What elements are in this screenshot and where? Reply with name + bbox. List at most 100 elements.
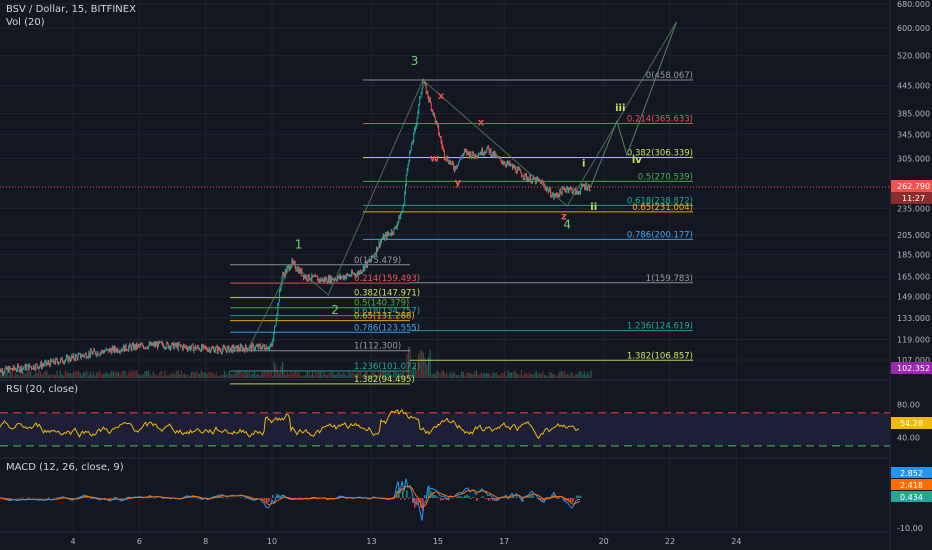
volume-bar xyxy=(323,371,325,378)
price-tick-label: 235.000 xyxy=(897,205,930,214)
rsi-line xyxy=(0,408,580,440)
volume-bar xyxy=(316,372,318,378)
volume-bar xyxy=(480,372,483,378)
volume-bar xyxy=(381,371,383,378)
volume-bar xyxy=(393,370,395,378)
macd-hist-bar xyxy=(22,497,24,498)
volume-bar xyxy=(255,374,257,378)
volume-bar xyxy=(29,371,32,378)
volume-bar xyxy=(232,374,234,378)
countdown-badge-bg xyxy=(891,192,932,204)
volume-bar xyxy=(406,353,408,378)
macd-hist-bar xyxy=(240,497,242,498)
volume-bar xyxy=(46,371,48,378)
volume-bar xyxy=(580,371,582,378)
wave-label: w xyxy=(430,154,439,165)
price-series[interactable] xyxy=(0,78,591,376)
macd-hist-bar xyxy=(264,498,266,501)
volume-bar xyxy=(189,375,191,378)
rsi-label[interactable]: RSI (20, close) xyxy=(6,384,78,395)
wave-labels: 12345iiiiiiivxxwyz xyxy=(295,0,684,317)
volume-bar xyxy=(131,371,133,378)
volume-bar xyxy=(495,372,498,378)
volume-bar xyxy=(558,372,561,378)
volume-bar xyxy=(499,374,501,378)
volume-bar xyxy=(568,375,571,378)
volume-bar xyxy=(33,374,35,378)
volume-bar xyxy=(313,374,315,378)
macd-hist-bar xyxy=(252,498,254,500)
volume-bar xyxy=(500,372,503,378)
volume-bar xyxy=(119,374,121,378)
volume-bar xyxy=(354,374,357,378)
volume-bar xyxy=(185,375,187,378)
macd-hist-bar xyxy=(568,498,570,501)
volume-bar xyxy=(515,373,517,378)
macd-hist-bar xyxy=(512,495,514,498)
volume-bar xyxy=(101,374,103,378)
signal-value-badge: 2.418 xyxy=(900,481,923,490)
volume-bar xyxy=(363,373,365,378)
volume-bar xyxy=(268,371,270,378)
volume-bar xyxy=(426,364,428,378)
fib-level-label: 0.618(238.872) xyxy=(627,196,693,206)
volume-bar xyxy=(391,375,393,378)
macd-label[interactable]: MACD (12, 26, close, 9) xyxy=(6,462,124,473)
volume-bar xyxy=(419,350,421,378)
volume-bar xyxy=(31,375,33,378)
volume-bar xyxy=(174,373,176,378)
volume-bar xyxy=(169,373,171,378)
macd-hist-bar xyxy=(482,496,484,498)
fib-level-label: 0.786(200.177) xyxy=(627,230,693,240)
volume-bar xyxy=(124,371,126,378)
macd-hist-bar xyxy=(226,498,228,499)
price-tick-label: 445.000 xyxy=(897,82,930,91)
volume-bar xyxy=(54,374,56,378)
volume-bar xyxy=(142,374,144,378)
volume-bar xyxy=(9,371,12,378)
volume-bar xyxy=(333,373,335,378)
volume-bar xyxy=(396,371,398,378)
volume-label[interactable]: Vol (20) xyxy=(6,17,45,28)
volume-bar xyxy=(160,370,163,378)
macd-hist-bar xyxy=(398,487,400,498)
volume-bar xyxy=(466,373,468,378)
macd-hist-bar xyxy=(220,496,222,498)
macd-hist-bar xyxy=(410,497,412,498)
volume-bar xyxy=(530,374,532,378)
macd-hist-bar xyxy=(430,491,432,498)
symbol-title[interactable]: BSV / Dollar, 15, BITFINEX xyxy=(6,4,136,15)
wave-path xyxy=(248,21,678,349)
macd-hist-bar xyxy=(466,494,468,498)
volume-bar xyxy=(296,373,299,378)
volume-bar xyxy=(215,371,217,378)
volume-bar xyxy=(122,370,124,378)
volume-bar xyxy=(444,373,446,378)
macd-hist-bar xyxy=(538,498,540,501)
volume-bar xyxy=(94,375,96,378)
fib-level-label: 1.382(94.495) xyxy=(354,375,415,385)
fib-level-label: 0.382(147.971) xyxy=(354,289,420,299)
volume-bar xyxy=(84,371,86,378)
volume-bar xyxy=(509,372,511,378)
price-axis[interactable]: 680.000 600.000 520.000 445.000 385.000 345.0… xyxy=(897,0,930,365)
macd-hist-bar xyxy=(86,496,88,498)
volume-bar xyxy=(303,375,305,378)
macd-hist-bar xyxy=(416,498,418,506)
volume-bar xyxy=(404,375,406,378)
volume-bar xyxy=(114,370,116,378)
volume-bar xyxy=(204,372,206,378)
volume-bar xyxy=(485,373,488,378)
macd-hist-bar xyxy=(516,496,518,498)
macd-hist-bar xyxy=(38,498,40,499)
volume-bar xyxy=(291,373,294,378)
volume-bar xyxy=(366,371,368,378)
macd-hist-bar xyxy=(556,498,558,499)
time-axis[interactable]: 4 6 8 10 13 15 17 20 22 24 xyxy=(70,537,741,546)
volume-bar xyxy=(578,371,580,378)
volume-bar xyxy=(26,372,28,378)
time-tick-label: 6 xyxy=(137,537,142,546)
volume-bar xyxy=(34,372,37,378)
wave-label: 2 xyxy=(331,303,339,317)
